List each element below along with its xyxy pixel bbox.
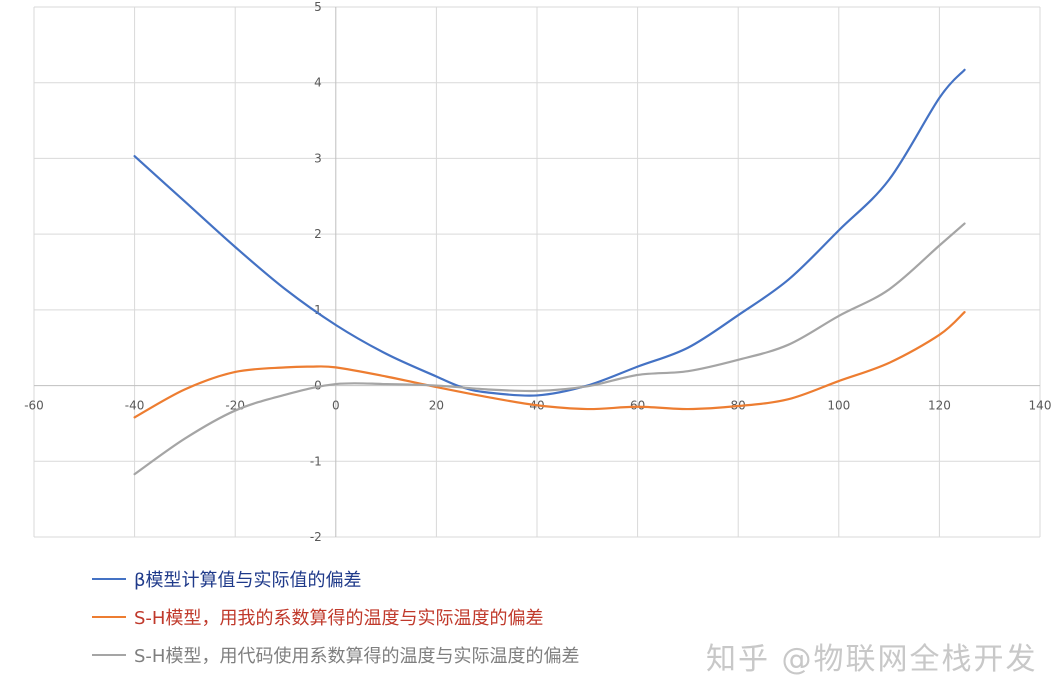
watermark: 知乎 @物联网全栈开发 xyxy=(706,642,1038,677)
series-line-sh-mine xyxy=(133,311,966,419)
legend-swatch-sh-mine xyxy=(92,616,126,618)
x-tick-label: 100 xyxy=(827,399,850,413)
legend-swatch-beta xyxy=(92,578,126,580)
series-line-beta xyxy=(133,68,966,397)
series-lines xyxy=(133,68,966,476)
legend-label-sh-code: S-H模型，用代码使用系数算得的温度与实际温度的偏差 xyxy=(134,646,580,667)
legend-entry-beta: β模型计算值与实际值的偏差 xyxy=(92,566,362,592)
legend-entry-sh-code: S-H模型，用代码使用系数算得的温度与实际温度的偏差 xyxy=(92,642,579,668)
y-tick-label: 5 xyxy=(314,0,322,14)
y-tick-label: 3 xyxy=(314,151,322,165)
legend-label-sh-mine: S-H模型，用我的系数算得的温度与实际温度的偏差 xyxy=(134,608,544,629)
y-tick-label: 4 xyxy=(314,76,322,90)
legend-entry-sh-mine: S-H模型，用我的系数算得的温度与实际温度的偏差 xyxy=(92,604,543,630)
x-tick-label: 60 xyxy=(630,399,645,413)
x-tick-label: -60 xyxy=(24,399,44,413)
x-tick-label: -40 xyxy=(125,399,145,413)
x-tick-label: 20 xyxy=(429,399,444,413)
legend-label-beta: β模型计算值与实际值的偏差 xyxy=(134,570,362,591)
y-tick-label: -2 xyxy=(310,530,322,544)
y-tick-label: 2 xyxy=(314,227,322,241)
x-tick-label: 0 xyxy=(332,399,340,413)
axes xyxy=(34,7,1040,537)
series-line-sh-code xyxy=(133,222,966,476)
legend-swatch-sh-code xyxy=(92,654,126,656)
y-tick-label: -1 xyxy=(310,454,322,468)
y-tick-label: 0 xyxy=(314,379,322,393)
x-tick-label: 120 xyxy=(928,399,951,413)
y-tick-label: 1 xyxy=(314,303,322,317)
x-tick-label: 140 xyxy=(1029,399,1052,413)
grid-lines xyxy=(33,6,1041,538)
